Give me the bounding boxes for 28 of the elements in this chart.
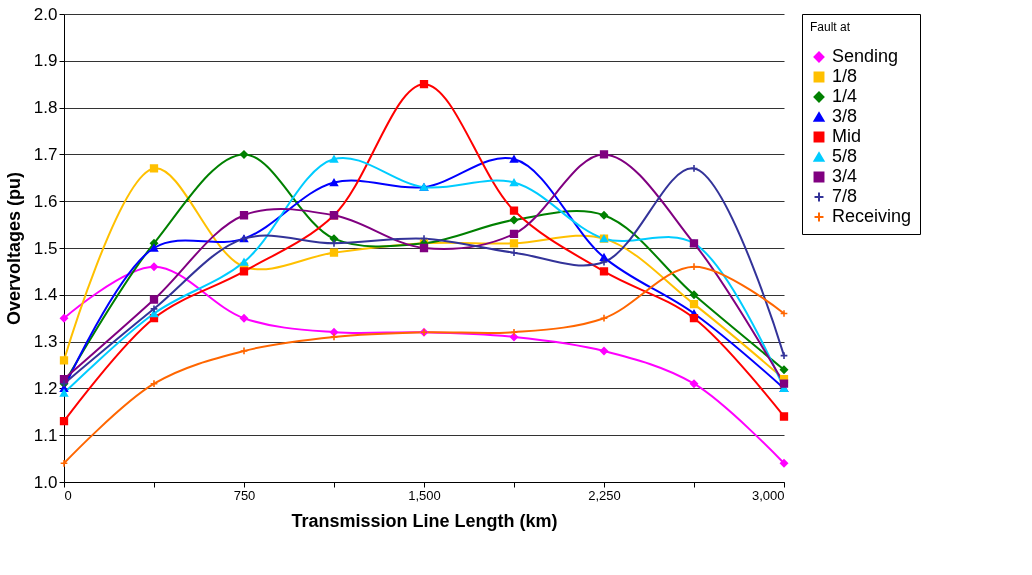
y-tick-label: 1.3 bbox=[33, 332, 58, 352]
x-axis-title: Transmission Line Length (km) bbox=[291, 510, 558, 531]
y-axis-title: Overvoltages (pu) bbox=[3, 171, 24, 326]
legend-label: Mid bbox=[832, 126, 862, 146]
y-tick-label: 1.0 bbox=[33, 472, 58, 492]
y-tick-label: 1.6 bbox=[33, 191, 58, 211]
x-tick-label: 2,250 bbox=[588, 487, 621, 503]
y-tick-label: 2.0 bbox=[33, 4, 58, 24]
legend-label: 7/8 bbox=[832, 186, 858, 206]
y-tick-label: 1.5 bbox=[33, 238, 58, 258]
y-tick-label: 1.2 bbox=[33, 378, 58, 398]
y-tick-label: 1.1 bbox=[33, 425, 58, 445]
y-tick-label: 1.7 bbox=[33, 144, 58, 164]
legend-label: 5/8 bbox=[832, 146, 858, 166]
legend-label: 3/4 bbox=[832, 166, 858, 186]
y-tick-label: 1.4 bbox=[33, 285, 58, 305]
legend-label: 3/8 bbox=[832, 106, 858, 126]
y-tick-label: 1.9 bbox=[33, 51, 58, 71]
x-tick-label: 1,500 bbox=[408, 487, 441, 503]
legend-label: 1/4 bbox=[832, 86, 858, 106]
legend-title: Fault at bbox=[810, 20, 851, 34]
x-tick-label: 3,000 bbox=[751, 487, 785, 503]
x-tick-label: 0 bbox=[64, 487, 72, 503]
legend-label: 1/8 bbox=[832, 66, 858, 86]
y-tick-label: 1.8 bbox=[33, 98, 58, 118]
legend-label: Receiving bbox=[832, 206, 912, 226]
x-tick-label: 750 bbox=[233, 487, 256, 503]
legend-label: Sending bbox=[832, 46, 899, 66]
